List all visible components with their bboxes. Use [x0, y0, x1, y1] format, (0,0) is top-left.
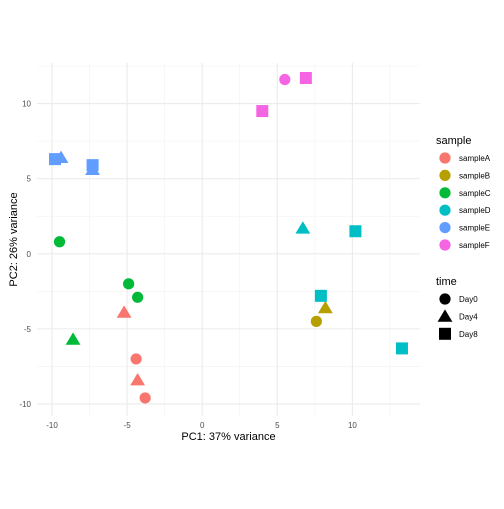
- data-point: [317, 300, 333, 314]
- legend-sample-key: [439, 204, 451, 216]
- x-tick-labels: -10 -5 0 5 10: [46, 421, 357, 430]
- legend-time-label: Day0: [459, 295, 478, 304]
- legend-sample-key: [439, 152, 451, 164]
- legend-sample-label: sampleD: [459, 206, 491, 215]
- y-tick-label: 10: [22, 100, 31, 109]
- y-tick-label: 5: [27, 175, 32, 184]
- data-point: [295, 221, 311, 234]
- x-tick-label: 0: [200, 421, 205, 430]
- data-point: [53, 236, 66, 248]
- legend-sample-key: [439, 239, 451, 251]
- legend-time-key: [439, 327, 451, 340]
- data-point: [395, 342, 408, 355]
- major-gridlines: [37, 63, 420, 416]
- data-point: [299, 72, 312, 85]
- legend-sample-label: sampleE: [459, 224, 490, 233]
- y-tick-label: 0: [27, 250, 32, 259]
- data-point: [256, 105, 269, 118]
- data-point: [314, 289, 327, 302]
- data-point: [123, 278, 135, 290]
- data-point: [139, 392, 151, 404]
- legend-sample-label: sampleC: [459, 189, 491, 198]
- data-point: [279, 73, 291, 86]
- legend-time-title: time: [436, 276, 457, 288]
- legend-time-label: Day4: [459, 312, 478, 321]
- x-tick-label: -5: [124, 421, 132, 430]
- data-point: [130, 353, 142, 365]
- legend-sample-key: [439, 169, 451, 181]
- legend-sample-label: sampleF: [459, 241, 490, 250]
- data-point: [65, 332, 81, 345]
- x-tick-label: 10: [348, 421, 357, 430]
- y-axis-title: PC2: 26% variance: [8, 192, 20, 286]
- legend-sample-label: sampleB: [459, 171, 490, 180]
- y-tick-label: -10: [19, 400, 31, 409]
- legend-time: time Day0 Day4 Day8: [436, 276, 478, 340]
- legend-time-key: [439, 293, 451, 305]
- legend-sample-title: sample: [436, 135, 471, 147]
- legend-time-label: Day8: [459, 330, 478, 339]
- legend-sample-key: [439, 222, 451, 234]
- data-points: [49, 72, 408, 404]
- x-tick-label: -10: [46, 421, 58, 430]
- data-point: [349, 225, 362, 238]
- data-point: [86, 159, 99, 172]
- data-point: [310, 315, 322, 327]
- legend-time-key: [437, 309, 453, 322]
- legend-sample-label: sampleA: [459, 154, 491, 163]
- data-point: [49, 153, 62, 166]
- y-tick-labels: -10 -5 0 5 10: [19, 100, 31, 409]
- x-axis-title: PC1: 37% variance: [181, 431, 275, 443]
- minor-gridlines: [37, 63, 420, 416]
- data-point: [130, 372, 146, 386]
- x-tick-label: 5: [275, 421, 280, 430]
- data-point: [116, 305, 132, 318]
- legend-sample: sample sampleA sampleB sampleC sampleD sampl…: [436, 135, 491, 251]
- legend-sample-key: [439, 187, 451, 199]
- y-tick-label: -5: [24, 325, 32, 334]
- data-point: [132, 291, 144, 303]
